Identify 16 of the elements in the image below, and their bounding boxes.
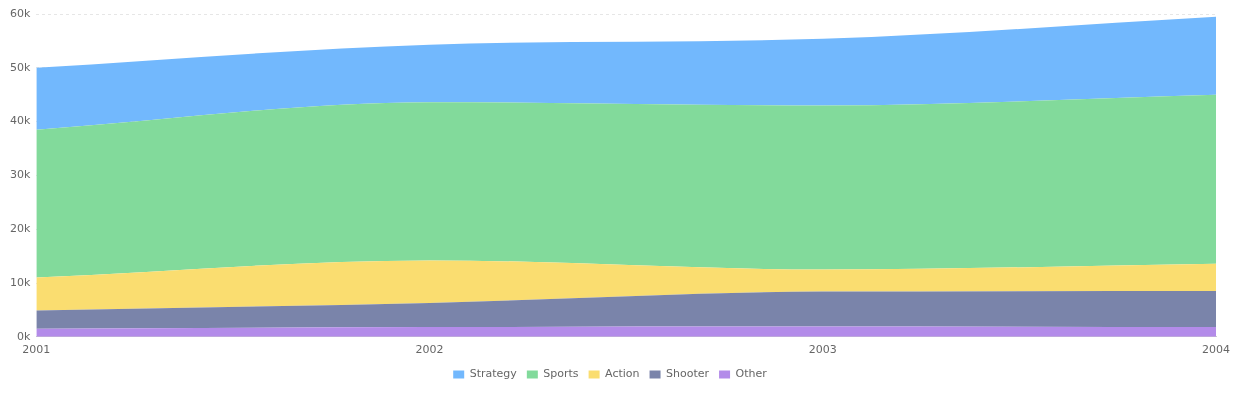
legend-label: Action xyxy=(605,367,640,381)
legend-label: Shooter xyxy=(666,367,710,381)
y-tick-label: 0k xyxy=(16,329,31,343)
y-tick-label: 50k xyxy=(9,60,31,74)
x-tick-label: 2001 xyxy=(22,343,51,357)
y-tick-label: 20k xyxy=(9,222,31,236)
x-tick-label: 2002 xyxy=(415,343,444,357)
y-tick-label: 60k xyxy=(9,6,31,20)
legend-label: Sports xyxy=(543,367,579,381)
y-tick-label: 10k xyxy=(9,275,31,289)
y-tick-label: 30k xyxy=(9,168,31,182)
legend-label: Strategy xyxy=(469,367,518,381)
y-tick-label: 40k xyxy=(9,114,31,128)
x-tick-label: 2004 xyxy=(1202,343,1230,357)
legend-label: Other xyxy=(735,367,768,381)
x-tick-label: 2003 xyxy=(808,343,837,357)
